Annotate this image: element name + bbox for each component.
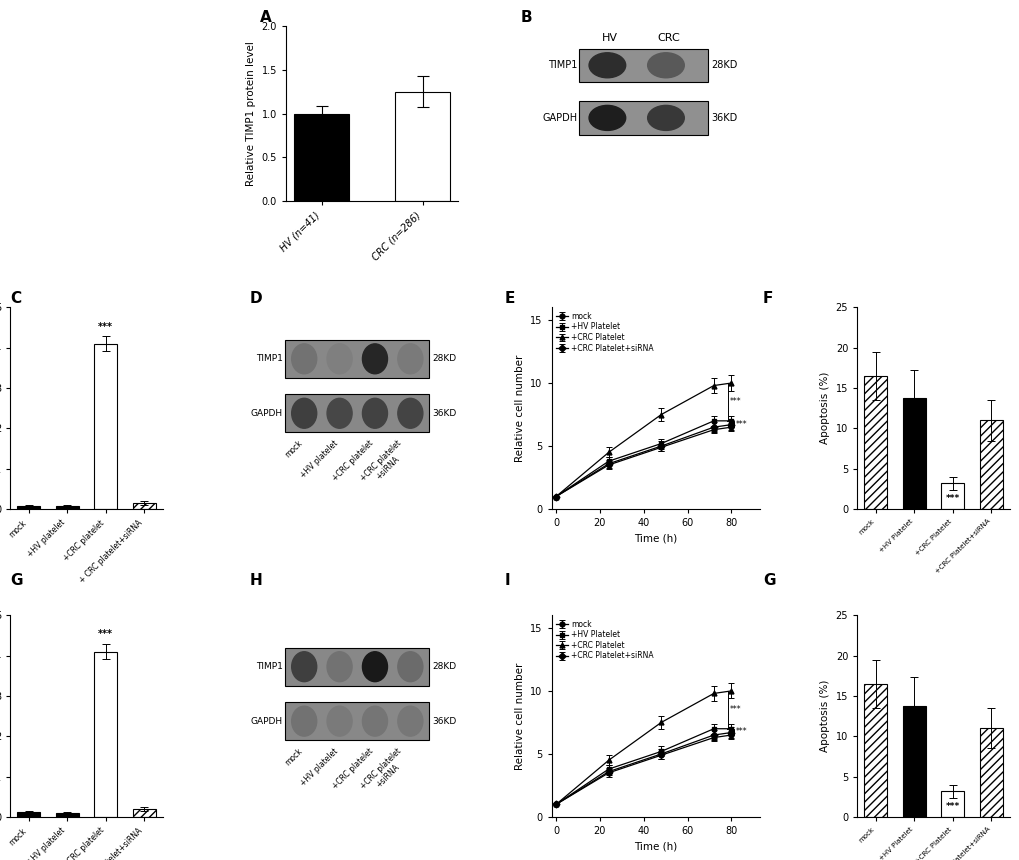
Legend: mock, +HV Platelet, +CRC Platelet, +CRC Platelet+siRNA: mock, +HV Platelet, +CRC Platelet, +CRC … bbox=[555, 311, 653, 353]
Bar bbox=[902, 398, 925, 509]
Ellipse shape bbox=[291, 344, 317, 374]
Text: D: D bbox=[250, 291, 262, 305]
Text: TIMP1: TIMP1 bbox=[256, 662, 282, 671]
Bar bbox=[941, 483, 963, 509]
Text: ***: *** bbox=[735, 728, 747, 736]
Ellipse shape bbox=[397, 706, 423, 736]
Bar bbox=[579, 49, 707, 82]
Text: 36KD: 36KD bbox=[431, 716, 455, 726]
X-axis label: Time (h): Time (h) bbox=[634, 842, 677, 851]
Bar bbox=[394, 91, 450, 201]
Ellipse shape bbox=[291, 398, 317, 428]
Bar bbox=[902, 706, 925, 817]
Text: ***: *** bbox=[945, 494, 959, 502]
Text: TIMP1: TIMP1 bbox=[547, 60, 577, 71]
Text: HV: HV bbox=[601, 33, 618, 43]
Text: G: G bbox=[10, 573, 22, 587]
Text: 36KD: 36KD bbox=[711, 113, 737, 123]
Text: +HV platelet: +HV platelet bbox=[298, 746, 339, 788]
Ellipse shape bbox=[327, 706, 352, 736]
Text: ***: *** bbox=[735, 420, 747, 428]
Bar bbox=[94, 652, 117, 817]
Text: TIMP1: TIMP1 bbox=[256, 354, 282, 363]
Ellipse shape bbox=[397, 652, 423, 682]
Ellipse shape bbox=[362, 706, 387, 736]
Ellipse shape bbox=[589, 52, 625, 77]
Text: +CRC platelet: +CRC platelet bbox=[330, 439, 375, 483]
Ellipse shape bbox=[397, 398, 423, 428]
Ellipse shape bbox=[291, 652, 317, 682]
Text: GAPDH: GAPDH bbox=[541, 113, 577, 123]
Text: I: I bbox=[504, 573, 511, 587]
Bar bbox=[579, 101, 707, 134]
Text: ***: *** bbox=[729, 397, 741, 407]
Legend: mock, +HV Platelet, +CRC Platelet, +CRC Platelet+siRNA: mock, +HV Platelet, +CRC Platelet, +CRC … bbox=[555, 619, 653, 661]
Text: B: B bbox=[520, 9, 531, 24]
Bar bbox=[17, 506, 40, 509]
Ellipse shape bbox=[327, 652, 352, 682]
Bar bbox=[285, 394, 429, 433]
Bar bbox=[285, 340, 429, 378]
Text: F: F bbox=[762, 291, 772, 305]
Text: G: G bbox=[762, 573, 774, 587]
Ellipse shape bbox=[327, 344, 352, 374]
Text: 28KD: 28KD bbox=[431, 354, 455, 363]
Ellipse shape bbox=[327, 398, 352, 428]
Text: 28KD: 28KD bbox=[431, 662, 455, 671]
Y-axis label: Relative cell number: Relative cell number bbox=[515, 662, 524, 770]
Text: +CRC platelet
+siRNA: +CRC platelet +siRNA bbox=[359, 746, 410, 798]
Bar bbox=[285, 702, 429, 740]
X-axis label: Time (h): Time (h) bbox=[634, 534, 677, 544]
Text: A: A bbox=[260, 9, 272, 24]
Ellipse shape bbox=[397, 344, 423, 374]
Bar bbox=[285, 648, 429, 686]
Ellipse shape bbox=[362, 652, 387, 682]
Bar bbox=[941, 791, 963, 817]
Ellipse shape bbox=[291, 706, 317, 736]
Ellipse shape bbox=[589, 106, 625, 131]
Y-axis label: Relative cell number: Relative cell number bbox=[515, 354, 524, 462]
Bar bbox=[293, 114, 350, 201]
Text: E: E bbox=[504, 291, 515, 305]
Bar bbox=[132, 809, 156, 817]
Bar bbox=[863, 376, 887, 509]
Text: +CRC platelet: +CRC platelet bbox=[330, 746, 375, 791]
Bar bbox=[132, 503, 156, 509]
Y-axis label: Apoptosis (%): Apoptosis (%) bbox=[819, 372, 829, 445]
Text: H: H bbox=[250, 573, 263, 587]
Text: GAPDH: GAPDH bbox=[251, 408, 282, 418]
Ellipse shape bbox=[647, 52, 684, 77]
Ellipse shape bbox=[362, 344, 387, 374]
Bar bbox=[56, 813, 78, 817]
Text: C: C bbox=[10, 291, 21, 305]
Bar bbox=[979, 728, 1002, 817]
Ellipse shape bbox=[647, 106, 684, 131]
Text: mock: mock bbox=[283, 439, 304, 459]
Text: GAPDH: GAPDH bbox=[251, 716, 282, 726]
Text: mock: mock bbox=[283, 746, 304, 767]
Ellipse shape bbox=[362, 398, 387, 428]
Bar bbox=[56, 506, 78, 509]
Text: +CRC platelet
+siRNA: +CRC platelet +siRNA bbox=[359, 439, 410, 490]
Bar bbox=[94, 344, 117, 509]
Y-axis label: Relative TIMP1 protein level: Relative TIMP1 protein level bbox=[246, 41, 256, 186]
Bar bbox=[863, 684, 887, 817]
Text: CRC: CRC bbox=[656, 33, 680, 43]
Text: 28KD: 28KD bbox=[711, 60, 738, 71]
Text: +HV platelet: +HV platelet bbox=[298, 439, 339, 480]
Bar bbox=[17, 812, 40, 817]
Bar bbox=[979, 421, 1002, 509]
Text: ***: *** bbox=[945, 802, 959, 810]
Text: ***: *** bbox=[729, 705, 741, 715]
Text: 36KD: 36KD bbox=[431, 408, 455, 418]
Y-axis label: Apoptosis (%): Apoptosis (%) bbox=[819, 680, 829, 752]
Text: ***: *** bbox=[98, 630, 113, 640]
Text: ***: *** bbox=[98, 322, 113, 332]
